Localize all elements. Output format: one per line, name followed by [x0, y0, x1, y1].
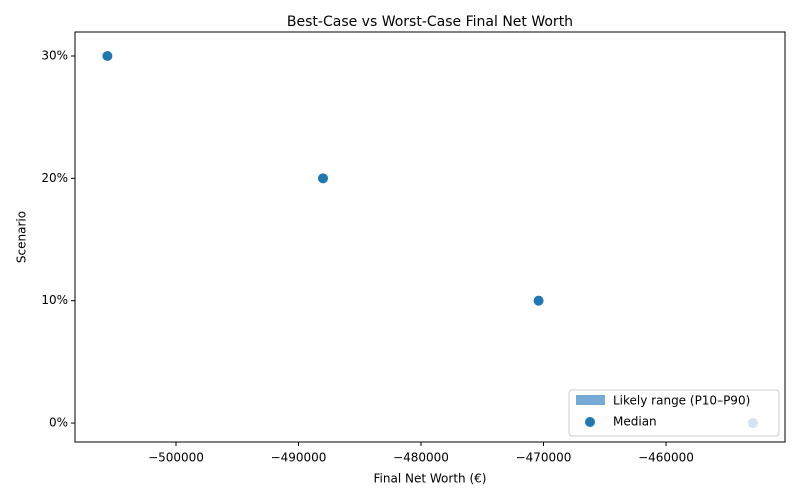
x-axis-label: Final Net Worth (€)	[374, 472, 487, 486]
legend-label: Likely range (P10–P90)	[613, 394, 750, 408]
legend-swatch	[576, 395, 605, 405]
legend-marker	[585, 417, 595, 427]
y-axis-label: Scenario	[15, 211, 29, 263]
x-tick-label: −470000	[516, 451, 572, 465]
point	[533, 295, 544, 306]
y-tick-label: 0%	[49, 416, 68, 430]
y-tick-label: 20%	[41, 171, 68, 185]
legend-label: Median	[613, 415, 657, 429]
plot-frame	[74, 31, 786, 443]
legend-box	[568, 389, 780, 437]
y-tick-label: 10%	[41, 293, 68, 307]
x-tick-label: −480000	[393, 451, 449, 465]
y-tick-label: 30%	[41, 48, 68, 62]
point	[102, 50, 113, 61]
x-tick-label: −460000	[638, 451, 694, 465]
x-tick-label: −490000	[271, 451, 327, 465]
x-tick-label: −500000	[148, 451, 204, 465]
chart-title: Best-Case vs Worst-Case Final Net Worth	[287, 14, 573, 30]
point	[318, 173, 329, 184]
